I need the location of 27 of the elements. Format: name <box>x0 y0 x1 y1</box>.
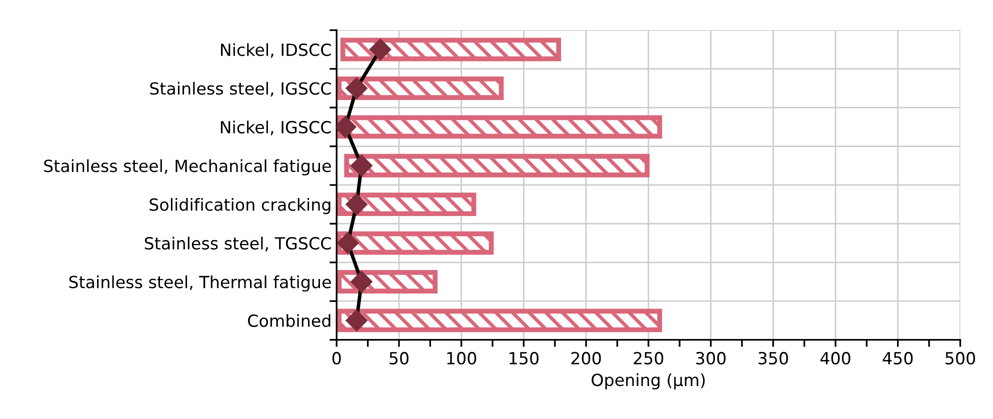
x-tick-label: 500 <box>946 352 976 365</box>
point <box>369 38 392 61</box>
x-tick-label: 150 <box>510 352 539 365</box>
x-tick-label: 100 <box>447 352 476 365</box>
x-tick-label: 300 <box>696 352 726 365</box>
point <box>350 154 373 177</box>
x-tick-label: 50 <box>390 352 408 365</box>
x-tick-label: 400 <box>820 352 850 365</box>
y-tick-label: Combined <box>248 314 330 328</box>
y-tick-label: Nickel, IGSCC <box>220 120 331 136</box>
x-tick-label: 450 <box>882 352 913 365</box>
point <box>345 193 368 216</box>
point <box>336 232 360 254</box>
y-tick-label: Stainless steel, Mechanical fatigue <box>44 159 331 176</box>
y-tick-label: Stainless steel, Thermal fatigue <box>69 275 331 292</box>
x-tick-label: 200 <box>571 352 601 365</box>
x-axis-title: Opening (µm) <box>592 373 705 390</box>
x-tick-label: 0 <box>332 352 341 365</box>
y-tick-label: Solidification cracking <box>150 198 330 214</box>
point <box>350 270 373 293</box>
y-tick-label: Nickel, IDSCC <box>221 43 331 58</box>
y-tick-label: Stainless steel, TGSCC <box>144 236 331 252</box>
x-tick-label: 250 <box>634 352 664 365</box>
point <box>345 77 368 100</box>
x-tick-label: 350 <box>758 352 788 365</box>
y-tick-label: Stainless steel, IGSCC <box>150 82 331 96</box>
point <box>345 309 368 332</box>
